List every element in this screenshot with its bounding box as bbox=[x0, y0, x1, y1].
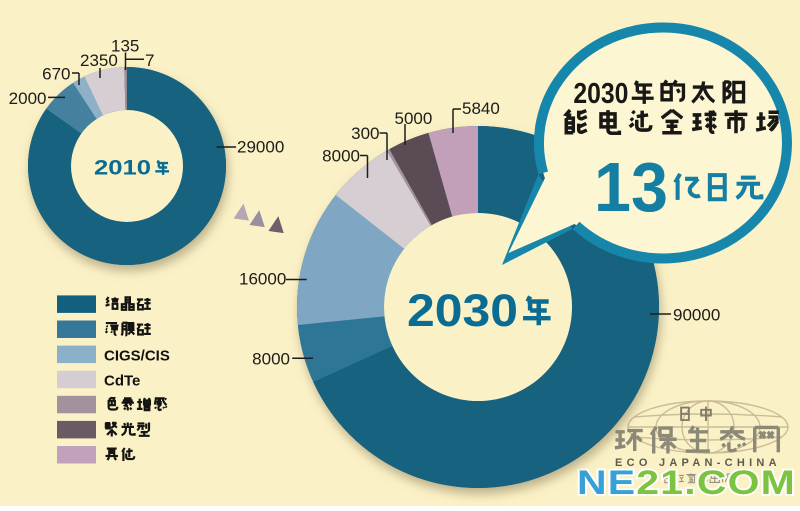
svg-text:2000: 2000 bbox=[9, 89, 47, 108]
svg-text:2010: 2010 bbox=[94, 157, 151, 180]
svg-text:670: 670 bbox=[42, 65, 70, 84]
svg-text:ECO JAPAN-CHINA: ECO JAPAN-CHINA bbox=[615, 457, 780, 469]
svg-text:29000: 29000 bbox=[237, 138, 284, 157]
svg-text:300: 300 bbox=[351, 124, 379, 143]
svg-text:2350: 2350 bbox=[80, 51, 118, 70]
svg-text:135: 135 bbox=[111, 37, 139, 56]
svg-text:90000: 90000 bbox=[673, 306, 720, 325]
svg-text:5840: 5840 bbox=[462, 99, 500, 118]
svg-text:CdTe: CdTe bbox=[104, 373, 140, 390]
svg-text:CIGS/CIS: CIGS/CIS bbox=[104, 348, 170, 365]
svg-text:2030: 2030 bbox=[407, 285, 518, 336]
svg-text:2030: 2030 bbox=[573, 78, 628, 110]
svg-text:7: 7 bbox=[145, 51, 154, 70]
svg-text:13: 13 bbox=[594, 148, 668, 226]
svg-text:8000: 8000 bbox=[252, 350, 290, 369]
svg-text:8000: 8000 bbox=[322, 147, 360, 166]
svg-text:16000: 16000 bbox=[239, 270, 286, 289]
svg-text:5000: 5000 bbox=[395, 109, 433, 128]
